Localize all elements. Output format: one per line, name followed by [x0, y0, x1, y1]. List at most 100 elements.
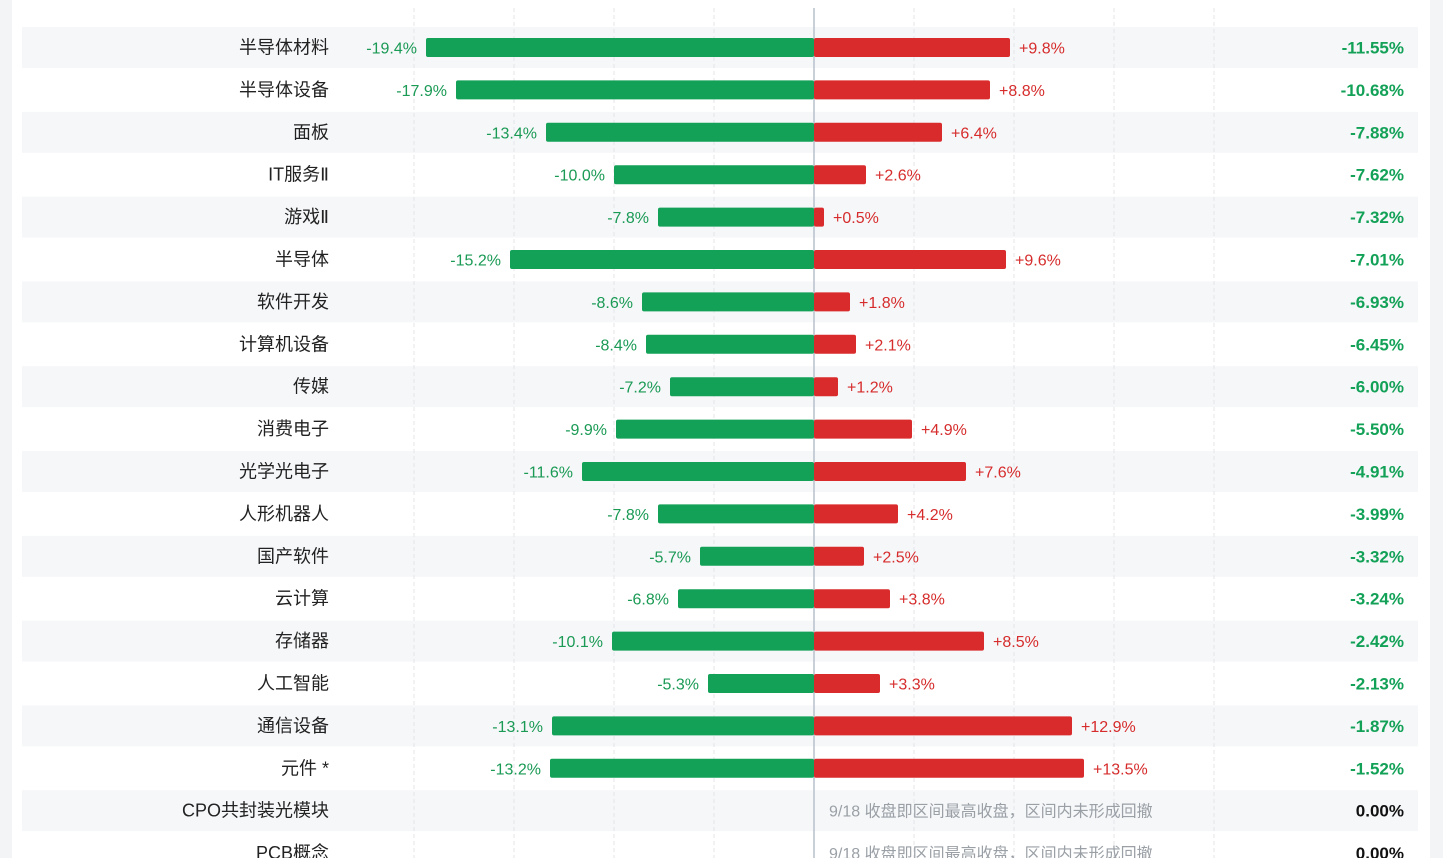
net-change-label: -3.32%: [1350, 547, 1404, 566]
rebound-bar: [814, 504, 898, 524]
drawdown-label: -13.2%: [490, 761, 541, 778]
drawdown-bar: [456, 80, 814, 100]
net-change-label: -7.88%: [1350, 123, 1404, 142]
rebound-label: +9.8%: [1019, 41, 1065, 58]
drawdown-bar: [658, 207, 814, 227]
rebound-label: +13.5%: [1093, 761, 1148, 778]
chart-card: 半导体材料 -19.4% +9.8% -11.55% 半导体设备 -17.9% +8.8% -…: [12, 0, 1430, 858]
drawdown-label: -7.8%: [607, 507, 649, 524]
rebound-bar: [814, 122, 942, 142]
rebound-bar: [814, 462, 966, 481]
net-change-label: -4.91%: [1350, 463, 1404, 482]
drawdown-label: -7.8%: [607, 210, 649, 227]
category-label: 半导体设备: [239, 80, 329, 100]
net-change-label: -1.52%: [1350, 759, 1404, 778]
drawdown-label: -10.0%: [554, 168, 605, 185]
rebound-label: +2.6%: [875, 168, 921, 185]
rebound-label: +8.8%: [999, 83, 1045, 100]
drawdown-label: -6.8%: [627, 592, 669, 609]
rebound-bar: [814, 419, 912, 439]
row-background: [22, 790, 1418, 832]
net-change-label: -6.93%: [1350, 293, 1404, 312]
net-change-label: -11.55%: [1342, 39, 1404, 58]
rebound-label: +4.9%: [921, 422, 967, 439]
rebound-bar: [814, 589, 890, 609]
drawdown-bar: [552, 716, 814, 736]
category-label: IT服务Ⅱ: [268, 165, 329, 185]
rebound-label: +6.4%: [951, 125, 997, 142]
category-label: 半导体: [275, 250, 329, 270]
rebound-label: +0.5%: [833, 210, 879, 227]
rebound-label: +8.5%: [993, 634, 1039, 651]
category-label: 人形机器人: [239, 504, 329, 524]
category-label: CPO共封装光模块: [182, 801, 329, 821]
drawdown-label: -8.4%: [595, 337, 637, 354]
rebound-bar: [814, 80, 990, 100]
net-change-label: 0.00%: [1356, 844, 1404, 858]
drawdown-bar: [616, 419, 814, 439]
net-change-label: -5.50%: [1350, 420, 1404, 439]
rebound-label: +9.6%: [1015, 253, 1061, 270]
rebound-label: +2.1%: [865, 337, 911, 354]
net-change-label: -3.24%: [1350, 590, 1404, 609]
drawdown-bar: [614, 165, 814, 185]
drawdown-bar: [550, 758, 814, 778]
rebound-bar: [814, 334, 856, 354]
category-label: 人工智能: [257, 674, 329, 694]
category-label: 计算机设备: [239, 334, 329, 354]
category-label: 游戏Ⅱ: [284, 207, 329, 227]
category-label: 国产软件: [257, 546, 329, 566]
category-label: 元件 *: [281, 758, 329, 778]
rebound-bar: [814, 631, 984, 651]
drawdown-label: -17.9%: [396, 83, 447, 100]
drawdown-label: -10.1%: [552, 634, 603, 651]
rebound-bar: [814, 38, 1010, 57]
category-label: 存储器: [275, 631, 329, 651]
drawdown-bar: [426, 38, 814, 57]
drawdown-label: -13.1%: [492, 719, 543, 736]
rebound-label: +3.8%: [899, 592, 945, 609]
drawdown-bar: [670, 377, 814, 397]
no-drawdown-note: 9/18 收盘即区间最高收盘，区间内未形成回撤: [829, 802, 1153, 821]
rebound-label: +4.2%: [907, 507, 953, 524]
drawdown-bar: [510, 250, 814, 269]
drawdown-label: -8.6%: [591, 295, 633, 312]
drawdown-bar: [700, 546, 814, 566]
drawdown-bar: [708, 674, 814, 693]
drawdown-label: -19.4%: [366, 41, 417, 58]
net-change-label: -2.13%: [1350, 675, 1404, 694]
net-change-label: -1.87%: [1350, 717, 1404, 736]
rebound-label: +1.2%: [847, 380, 893, 397]
rebound-bar: [814, 207, 824, 227]
drawdown-label: -15.2%: [450, 253, 501, 270]
net-change-label: 0.00%: [1356, 802, 1404, 821]
rebound-label: +7.6%: [975, 465, 1021, 482]
rebound-bar: [814, 716, 1072, 736]
rebound-bar: [814, 165, 866, 185]
drawdown-label: -5.3%: [657, 677, 699, 694]
rebound-bar: [814, 250, 1006, 269]
net-change-label: -3.99%: [1350, 505, 1404, 524]
category-label: 半导体材料: [239, 38, 329, 58]
net-change-label: -7.32%: [1350, 208, 1404, 227]
net-change-label: -10.68%: [1341, 81, 1404, 100]
no-drawdown-note: 9/18 收盘即区间最高收盘，区间内未形成回撤: [829, 844, 1153, 858]
net-change-label: -6.45%: [1350, 335, 1404, 354]
rebound-bar: [814, 377, 838, 397]
drawdown-label: -13.4%: [486, 125, 537, 142]
diverging-bar-chart: 半导体材料 -19.4% +9.8% -11.55% 半导体设备 -17.9% +8.8% -…: [22, 8, 1418, 858]
net-change-label: -7.01%: [1350, 251, 1404, 270]
category-label: 光学光电子: [239, 462, 329, 482]
category-label: 面板: [293, 122, 329, 142]
category-label: 传媒: [293, 377, 329, 397]
drawdown-bar: [582, 462, 814, 481]
rebound-label: +12.9%: [1081, 719, 1136, 736]
net-change-label: -7.62%: [1350, 166, 1404, 185]
category-label: 消费电子: [257, 419, 329, 439]
drawdown-label: -7.2%: [619, 380, 661, 397]
rebound-bar: [814, 292, 850, 312]
drawdown-label: -9.9%: [565, 422, 607, 439]
rebound-label: +1.8%: [859, 295, 905, 312]
drawdown-bar: [612, 631, 814, 651]
drawdown-bar: [546, 122, 814, 142]
